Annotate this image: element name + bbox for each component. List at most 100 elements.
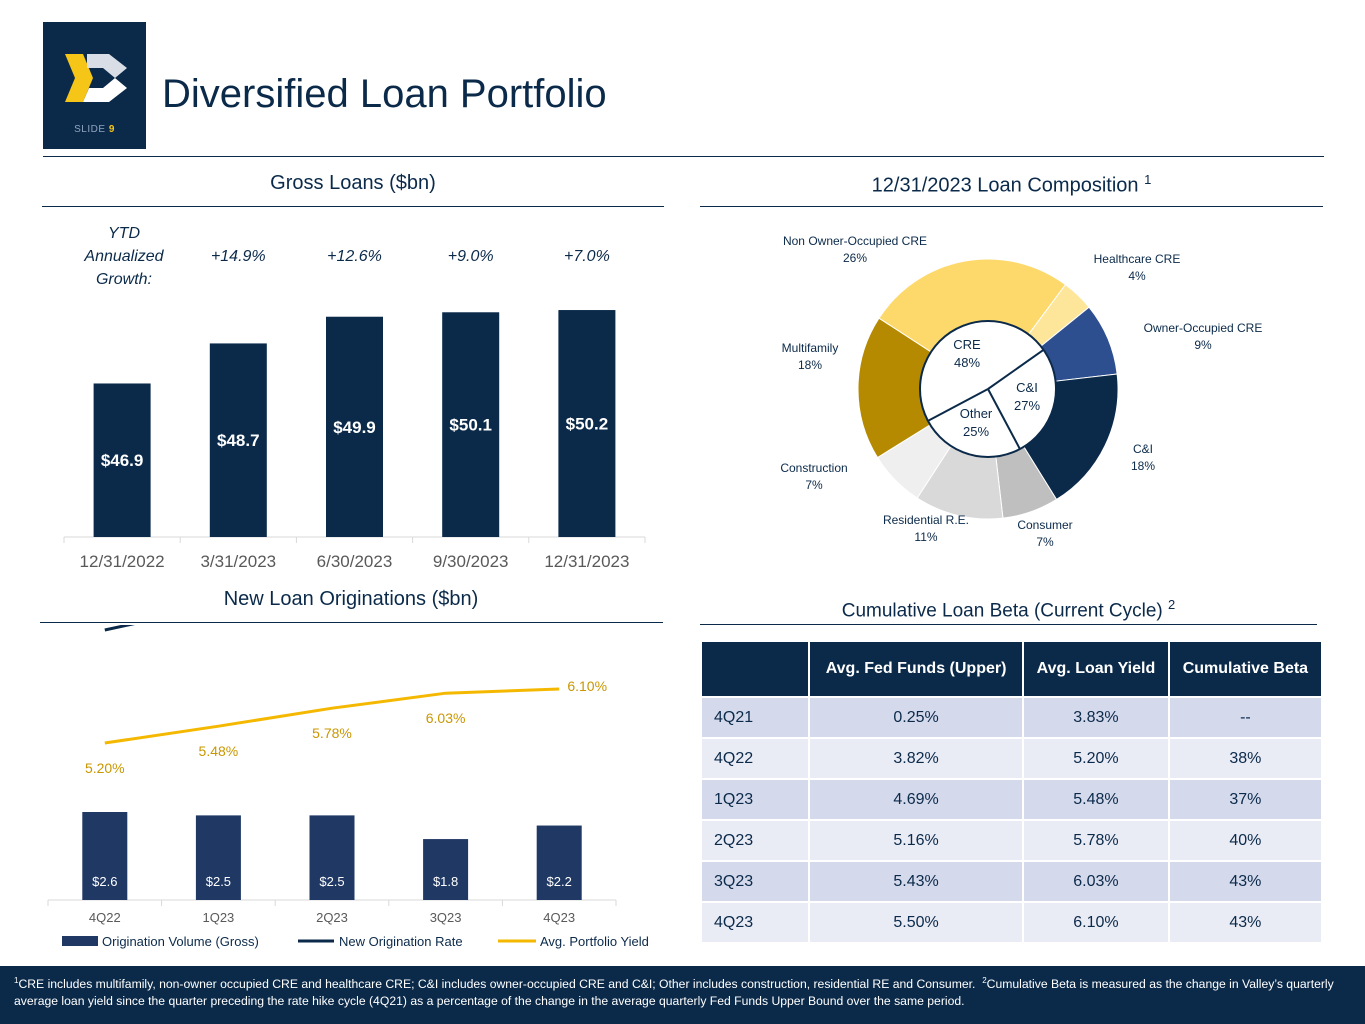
slice-label: C&I <box>1133 442 1153 456</box>
table-cell: 3.82% <box>810 739 1023 778</box>
bar-value-label: $49.9 <box>333 418 376 437</box>
table-header-cumulative-beta: Cumulative Beta <box>1169 642 1321 696</box>
bar <box>423 839 469 900</box>
legend-swatch-bar <box>62 936 98 946</box>
table-cell: 5.20% <box>1024 739 1168 778</box>
slice-value-label: 9% <box>1194 338 1212 352</box>
composition-footnote-ref: 1 <box>1144 172 1152 187</box>
x-tick-label: 12/31/2022 <box>80 552 165 571</box>
beta-title-text: Cumulative Loan Beta (Current Cycle) <box>841 600 1163 622</box>
table-cell: 0.25% <box>810 698 1023 737</box>
bar-value-label: $46.9 <box>101 451 144 470</box>
inner-segment-value: 25% <box>963 424 989 439</box>
x-tick-label: 1Q23 <box>202 910 234 925</box>
legend-label: New Origination Rate <box>339 934 463 949</box>
table-cell: 2Q23 <box>702 821 808 860</box>
slide-number: 9 <box>108 124 115 135</box>
growth-annotation: +14.9% <box>211 248 266 265</box>
x-tick-label: 9/30/2023 <box>433 552 509 571</box>
bar-value-label: $2.5 <box>206 874 231 889</box>
yield-data-label: 5.78% <box>312 725 352 741</box>
bar-value-label: $50.2 <box>566 415 609 434</box>
bar-value-label: $2.6 <box>92 874 117 889</box>
footnote-1: CRE includes multifamily, non-owner occu… <box>18 977 976 992</box>
table-row: 2Q23 5.16% 5.78% 40% <box>702 821 1321 860</box>
inner-segment-value: 48% <box>954 355 980 370</box>
table-cell: 37% <box>1169 780 1321 819</box>
inner-segment-label: C&I <box>1016 380 1038 395</box>
table-row: 4Q21 0.25% 3.83% -- <box>702 698 1321 737</box>
table-cell: 40% <box>1169 821 1321 860</box>
composition-title-text: 12/31/2023 Loan Composition <box>871 174 1139 197</box>
growth-annotation: +9.0% <box>448 248 494 265</box>
table-cell: 3Q23 <box>702 862 808 901</box>
table-cell: 4Q23 <box>702 903 808 942</box>
yield-data-label: 5.20% <box>85 760 125 776</box>
originations-title: New Loan Originations ($bn) <box>223 588 479 610</box>
slice-label: Healthcare CRE <box>1094 252 1181 266</box>
table-row: 4Q22 3.82% 5.20% 38% <box>702 739 1321 778</box>
table-cell: 6.10% <box>1024 903 1168 942</box>
growth-annotation: +7.0% <box>564 248 610 265</box>
gross-loans-chart: YTD Annualized Growth: $46.9 12/31/2022 $4… <box>63 225 646 571</box>
table-cell: 38% <box>1169 739 1321 778</box>
bar-value-label: $50.1 <box>449 416 492 435</box>
composition-divider <box>700 206 1323 207</box>
table-cell: 6.03% <box>1024 862 1168 901</box>
yield-data-label: 5.48% <box>199 743 239 759</box>
originations-chart: $2.6 4Q22 $2.5 1Q23 $2.5 2Q23 $1.8 3Q23 $2.2 4Q23… <box>47 625 649 949</box>
bar <box>93 383 151 537</box>
table-cell: 5.43% <box>810 862 1023 901</box>
x-tick-label: 3/31/2023 <box>200 552 276 571</box>
footnote-2: Cumulative Beta is measured as the chang… <box>14 977 1334 1009</box>
inner-segment-label: Other <box>960 406 993 421</box>
page-title: Diversified Loan Portfolio <box>162 72 607 116</box>
slice-value-label: 4% <box>1128 269 1146 283</box>
cumulative-beta-table: Avg. Fed Funds (Upper) Avg. Loan Yield C… <box>700 640 1323 944</box>
bar <box>442 312 500 537</box>
bar-value-label: $2.2 <box>547 874 572 889</box>
table-cell: 5.78% <box>1024 821 1168 860</box>
table-header-fed-funds: Avg. Fed Funds (Upper) <box>810 642 1023 696</box>
slice-value-label: 18% <box>1131 459 1155 473</box>
yield-data-label: 6.10% <box>567 678 607 694</box>
bar <box>326 316 383 537</box>
table-row: 1Q23 4.69% 5.48% 37% <box>702 780 1321 819</box>
portfolio-yield-line <box>104 687 560 745</box>
inner-segment-label: CRE <box>953 337 981 352</box>
table-header-quarter <box>702 642 808 696</box>
slice-label: Residential R.E. <box>883 513 969 527</box>
gross-loans-divider <box>42 206 664 207</box>
beta-footnote-ref: 2 <box>1168 597 1176 612</box>
growth-annotation: +12.6% <box>327 248 382 265</box>
yield-data-label: 6.03% <box>426 710 466 726</box>
beta-divider <box>700 624 1317 625</box>
logo-mark-icon <box>65 54 127 102</box>
growth-caption-line-1: YTD <box>108 225 140 242</box>
title-divider <box>43 156 1324 157</box>
composition-title: 12/31/2023 Loan Composition 1 <box>700 172 1323 198</box>
table-cell: 4Q21 <box>702 698 808 737</box>
x-tick-label: 4Q22 <box>89 910 121 925</box>
x-tick-label: 6/30/2023 <box>317 552 393 571</box>
bar <box>195 815 241 900</box>
slice-label: Construction <box>780 461 847 475</box>
table-cell: 5.50% <box>810 903 1023 942</box>
x-tick-label: 3Q23 <box>430 910 462 925</box>
originations-divider <box>40 622 663 623</box>
table-cell: 5.48% <box>1024 780 1168 819</box>
bar <box>558 310 616 537</box>
footnote-2-number: 2 <box>982 976 987 985</box>
slide-number-label: SLIDE 9 <box>43 124 146 135</box>
growth-caption-line-3: Growth: <box>96 271 152 288</box>
bar <box>209 343 267 537</box>
bar <box>309 815 355 900</box>
slice-label: Consumer <box>1017 518 1072 532</box>
bar-value-label: $1.8 <box>433 874 458 889</box>
bar-value-label: $48.7 <box>217 431 260 450</box>
inner-divider <box>987 388 1021 450</box>
footnote-1-number: 1 <box>14 976 19 985</box>
table-cell: -- <box>1169 698 1321 737</box>
legend-label: Origination Volume (Gross) <box>102 934 259 949</box>
loan-composition-chart: Non Owner-Occupied CRE 26% Healthcare CRE 4… <box>780 234 1262 549</box>
